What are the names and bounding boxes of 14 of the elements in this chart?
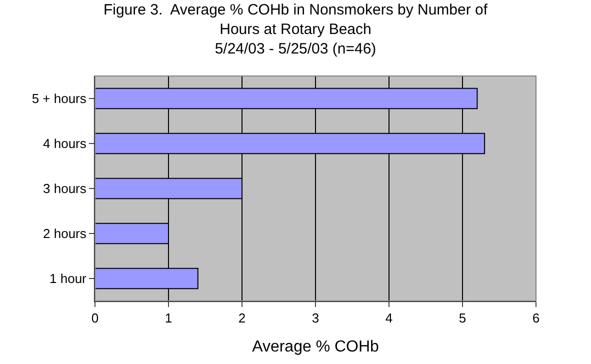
- x-tick-label: 0: [91, 310, 99, 326]
- y-tick-label: 2 hours: [43, 226, 87, 242]
- y-tick-label: 3 hours: [43, 181, 87, 196]
- y-tick-label: 5 + hours: [32, 91, 87, 106]
- chart-title: Figure 3. Average % COHb in Nonsmokers by Number of Hours at Rotary Beach 5/24/03 - 5/25/03 (n=46): [103, 2, 488, 58]
- x-tick-label: 1: [164, 310, 172, 326]
- y-tick-label: 1 hour: [50, 271, 88, 286]
- x-axis-title: Average % COHb: [252, 338, 380, 356]
- y-tick-label: 4 hours: [43, 136, 87, 152]
- x-tick-label: 3: [312, 310, 320, 326]
- x-tick-label: 2: [238, 310, 246, 326]
- x-tick-label: 4: [385, 310, 393, 326]
- x-tick-label: 5: [458, 310, 466, 326]
- x-tick-label: 6: [532, 310, 540, 326]
